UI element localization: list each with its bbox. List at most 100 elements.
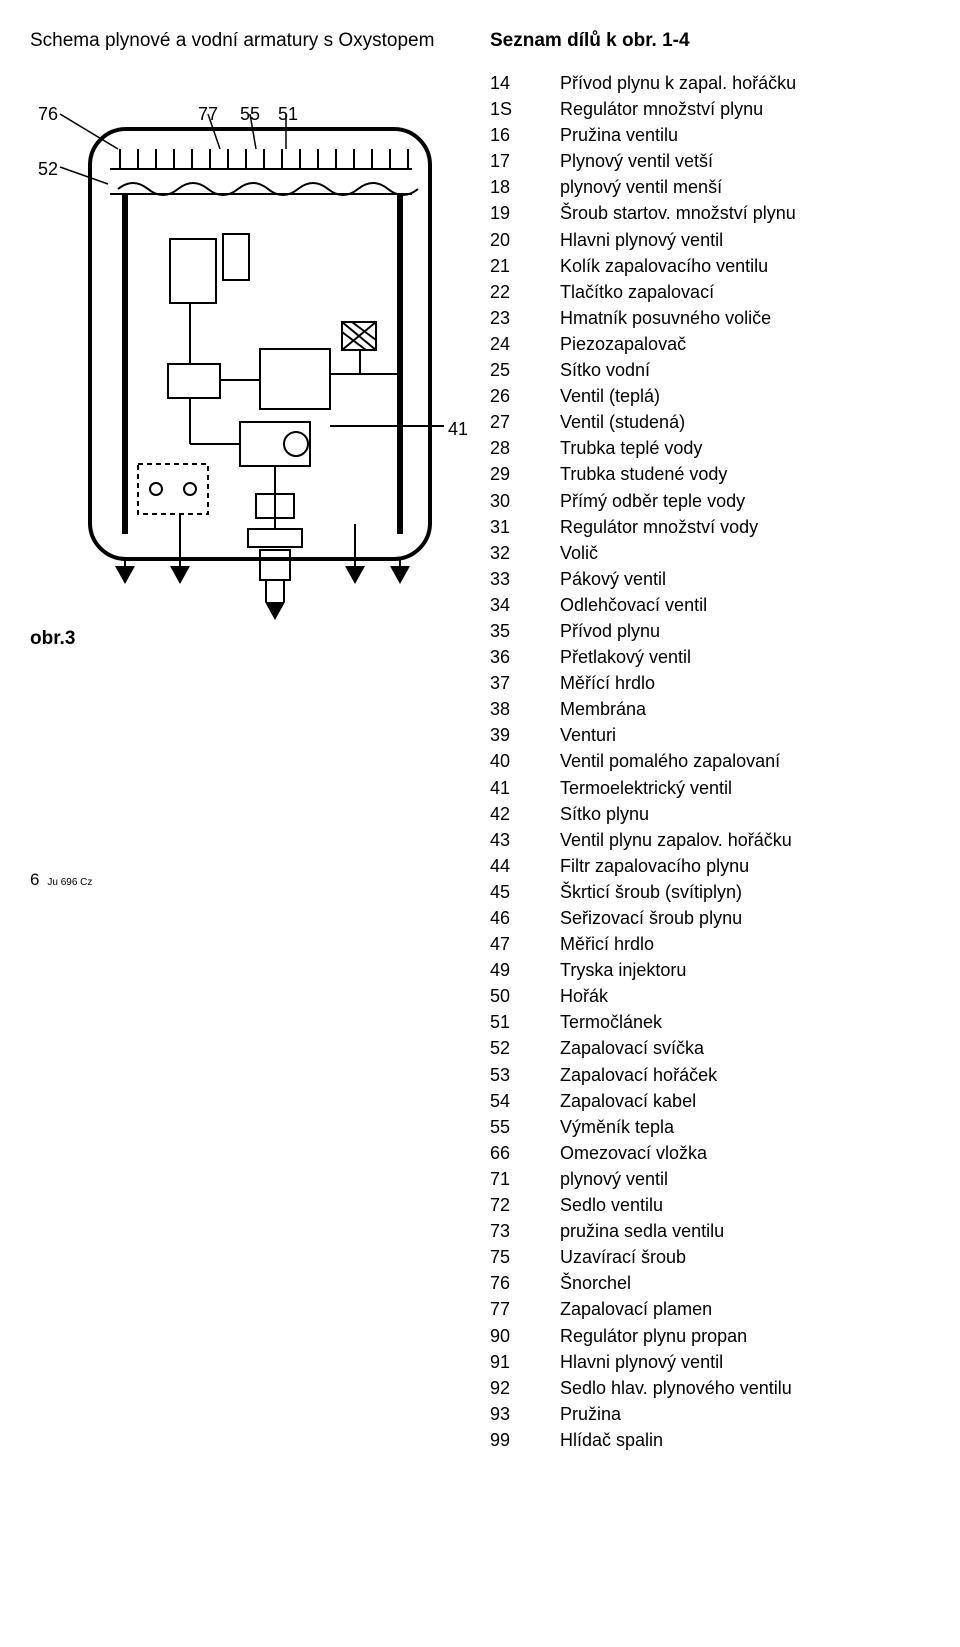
part-number: 73	[490, 1218, 560, 1244]
part-row: 90Regulátor plynu propan	[490, 1323, 930, 1349]
part-description: Sítko vodní	[560, 357, 930, 383]
part-description: Uzavírací šroub	[560, 1244, 930, 1270]
diagram-callout: 41	[448, 419, 468, 440]
part-description: Termočlánek	[560, 1009, 930, 1035]
schematic-diagram: 765277555141	[30, 64, 470, 624]
part-number: 33	[490, 566, 560, 592]
part-number: 1S	[490, 96, 560, 122]
part-number: 39	[490, 722, 560, 748]
part-description: Omezovací vložka	[560, 1140, 930, 1166]
part-number: 51	[490, 1009, 560, 1035]
part-number: 72	[490, 1192, 560, 1218]
part-number: 71	[490, 1166, 560, 1192]
part-number: 99	[490, 1427, 560, 1453]
diagram-callout: 77	[198, 104, 218, 125]
part-row: 71plynový ventil	[490, 1166, 930, 1192]
part-row: 29Trubka studené vody	[490, 461, 930, 487]
part-number: 38	[490, 696, 560, 722]
part-number: 93	[490, 1401, 560, 1427]
part-row: 16Pružina ventilu	[490, 122, 930, 148]
part-number: 23	[490, 305, 560, 331]
part-description: Sedlo hlav. plynového ventilu	[560, 1375, 930, 1401]
part-description: Regulátor množství vody	[560, 514, 930, 540]
part-number: 34	[490, 592, 560, 618]
part-description: Přívod plynu	[560, 618, 930, 644]
part-number: 27	[490, 409, 560, 435]
part-description: Šroub startov. množství plynu	[560, 200, 930, 226]
part-description: Ventil pomalého zapalovaní	[560, 748, 930, 774]
part-row: 19Šroub startov. množství plynu	[490, 200, 930, 226]
part-number: 31	[490, 514, 560, 540]
part-description: Zapalovací hořáček	[560, 1062, 930, 1088]
part-row: 46Seřizovací šroub plynu	[490, 905, 930, 931]
part-row: 27Ventil (studená)	[490, 409, 930, 435]
part-description: Hlavni plynový ventil	[560, 1349, 930, 1375]
part-description: Odlehčovací ventil	[560, 592, 930, 618]
figure-label: obr.3	[30, 628, 470, 650]
part-row: 76Šnorchel	[490, 1270, 930, 1296]
part-number: 42	[490, 801, 560, 827]
part-row: 55Výměník tepla	[490, 1114, 930, 1140]
part-number: 37	[490, 670, 560, 696]
part-row: 73pružina sedla ventilu	[490, 1218, 930, 1244]
part-description: Ventil (teplá)	[560, 383, 930, 409]
part-number: 17	[490, 148, 560, 174]
part-description: Ventil (studená)	[560, 409, 930, 435]
part-description: Přetlakový ventil	[560, 644, 930, 670]
part-number: 14	[490, 70, 560, 96]
part-description: Zapalovací svíčka	[560, 1035, 930, 1061]
part-description: Pružina ventilu	[560, 122, 930, 148]
part-row: 28Trubka teplé vody	[490, 435, 930, 461]
part-number: 16	[490, 122, 560, 148]
part-row: 20Hlavni plynový ventil	[490, 227, 930, 253]
part-row: 72Sedlo ventilu	[490, 1192, 930, 1218]
page-number: 6	[30, 870, 39, 889]
part-description: Piezozapalovač	[560, 331, 930, 357]
part-row: 42Sítko plynu	[490, 801, 930, 827]
part-number: 76	[490, 1270, 560, 1296]
part-row: 52Zapalovací svíčka	[490, 1035, 930, 1061]
part-description: Hlídač spalin	[560, 1427, 930, 1453]
part-row: 75Uzavírací šroub	[490, 1244, 930, 1270]
part-number: 50	[490, 983, 560, 1009]
part-row: 66Omezovací vložka	[490, 1140, 930, 1166]
diagram-callout: 76	[38, 104, 58, 125]
part-row: 49Tryska injektoru	[490, 957, 930, 983]
part-description: Pružina	[560, 1401, 930, 1427]
parts-list: 14Přívod plynu k zapal. hořáčku1S Regulát…	[490, 70, 930, 1453]
part-row: 43Ventil plynu zapalov. hořáčku	[490, 827, 930, 853]
part-row: 24Piezozapalovač	[490, 331, 930, 357]
part-description: Regulátor plynu propan	[560, 1323, 930, 1349]
part-number: 19	[490, 200, 560, 226]
part-number: 18	[490, 174, 560, 200]
part-row: 26Ventil (teplá)	[490, 383, 930, 409]
part-number: 26	[490, 383, 560, 409]
part-description: Přívod plynu k zapal. hořáčku	[560, 70, 930, 96]
part-row: 35Přívod plynu	[490, 618, 930, 644]
part-row: 51Termočlánek	[490, 1009, 930, 1035]
part-description: Šnorchel	[560, 1270, 930, 1296]
part-number: 41	[490, 775, 560, 801]
part-description: Venturi	[560, 722, 930, 748]
part-row: 41Termoelektrický ventil	[490, 775, 930, 801]
part-description: Trubka teplé vody	[560, 435, 930, 461]
part-number: 91	[490, 1349, 560, 1375]
part-number: 43	[490, 827, 560, 853]
part-row: 93Pružina	[490, 1401, 930, 1427]
part-description: Měřící hrdlo	[560, 670, 930, 696]
part-number: 24	[490, 331, 560, 357]
part-number: 92	[490, 1375, 560, 1401]
part-description: Trubka studené vody	[560, 461, 930, 487]
diagram-callout: 51	[278, 104, 298, 125]
part-description: Výměník tepla	[560, 1114, 930, 1140]
part-number: 20	[490, 227, 560, 253]
part-description: pružina sedla ventilu	[560, 1218, 930, 1244]
schematic-svg	[30, 64, 470, 624]
part-description: plynový ventil menší	[560, 174, 930, 200]
part-description: Filtr zapalovacího plynu	[560, 853, 930, 879]
part-number: 54	[490, 1088, 560, 1114]
part-number: 52	[490, 1035, 560, 1061]
part-row: 22Tlačítko zapalovací	[490, 279, 930, 305]
part-description: Hořák	[560, 983, 930, 1009]
part-row: 31Regulátor množství vody	[490, 514, 930, 540]
